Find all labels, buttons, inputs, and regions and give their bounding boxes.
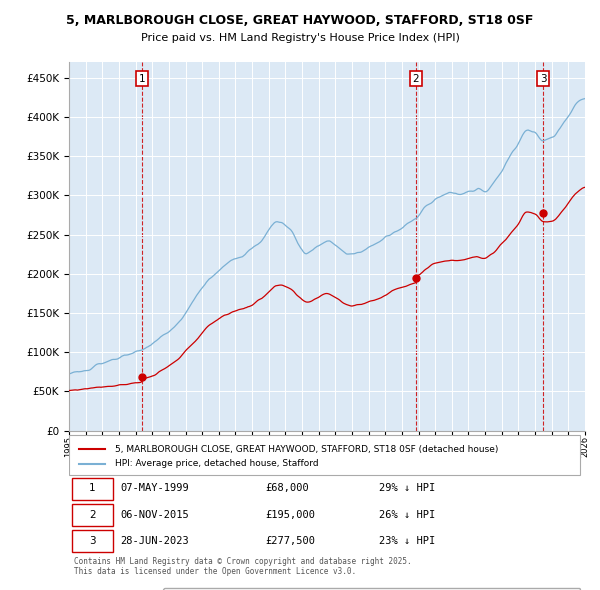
Text: 3: 3 xyxy=(89,536,95,546)
Text: 2: 2 xyxy=(89,510,95,520)
Text: 5, MARLBOROUGH CLOSE, GREAT HAYWOOD, STAFFORD, ST18 0SF: 5, MARLBOROUGH CLOSE, GREAT HAYWOOD, STA… xyxy=(67,14,533,27)
Text: 5, MARLBOROUGH CLOSE, GREAT HAYWOOD, STAFFORD, ST18 0SF (detached house): 5, MARLBOROUGH CLOSE, GREAT HAYWOOD, STA… xyxy=(115,445,499,454)
Text: 2: 2 xyxy=(413,74,419,84)
Text: 07-MAY-1999: 07-MAY-1999 xyxy=(121,483,190,493)
Legend: 5, MARLBOROUGH CLOSE, GREAT HAYWOOD, STAFFORD, ST18 0SF (detached house), HPI: A: 5, MARLBOROUGH CLOSE, GREAT HAYWOOD, STA… xyxy=(163,588,580,590)
FancyBboxPatch shape xyxy=(69,435,580,476)
Text: £277,500: £277,500 xyxy=(265,536,315,546)
Text: 28-JUN-2023: 28-JUN-2023 xyxy=(121,536,190,546)
Text: HPI: Average price, detached house, Stafford: HPI: Average price, detached house, Staf… xyxy=(115,460,319,468)
Text: 06-NOV-2015: 06-NOV-2015 xyxy=(121,510,190,520)
Text: 1: 1 xyxy=(139,74,145,84)
Text: 1: 1 xyxy=(89,483,95,493)
Text: Price paid vs. HM Land Registry's House Price Index (HPI): Price paid vs. HM Land Registry's House … xyxy=(140,34,460,43)
FancyBboxPatch shape xyxy=(71,504,113,526)
Text: 26% ↓ HPI: 26% ↓ HPI xyxy=(379,510,435,520)
Text: 23% ↓ HPI: 23% ↓ HPI xyxy=(379,536,435,546)
Text: £68,000: £68,000 xyxy=(265,483,309,493)
Text: 29% ↓ HPI: 29% ↓ HPI xyxy=(379,483,435,493)
Text: £195,000: £195,000 xyxy=(265,510,315,520)
FancyBboxPatch shape xyxy=(71,478,113,500)
FancyBboxPatch shape xyxy=(71,530,113,552)
Text: 3: 3 xyxy=(540,74,547,84)
Text: Contains HM Land Registry data © Crown copyright and database right 2025.
This d: Contains HM Land Registry data © Crown c… xyxy=(74,557,412,576)
